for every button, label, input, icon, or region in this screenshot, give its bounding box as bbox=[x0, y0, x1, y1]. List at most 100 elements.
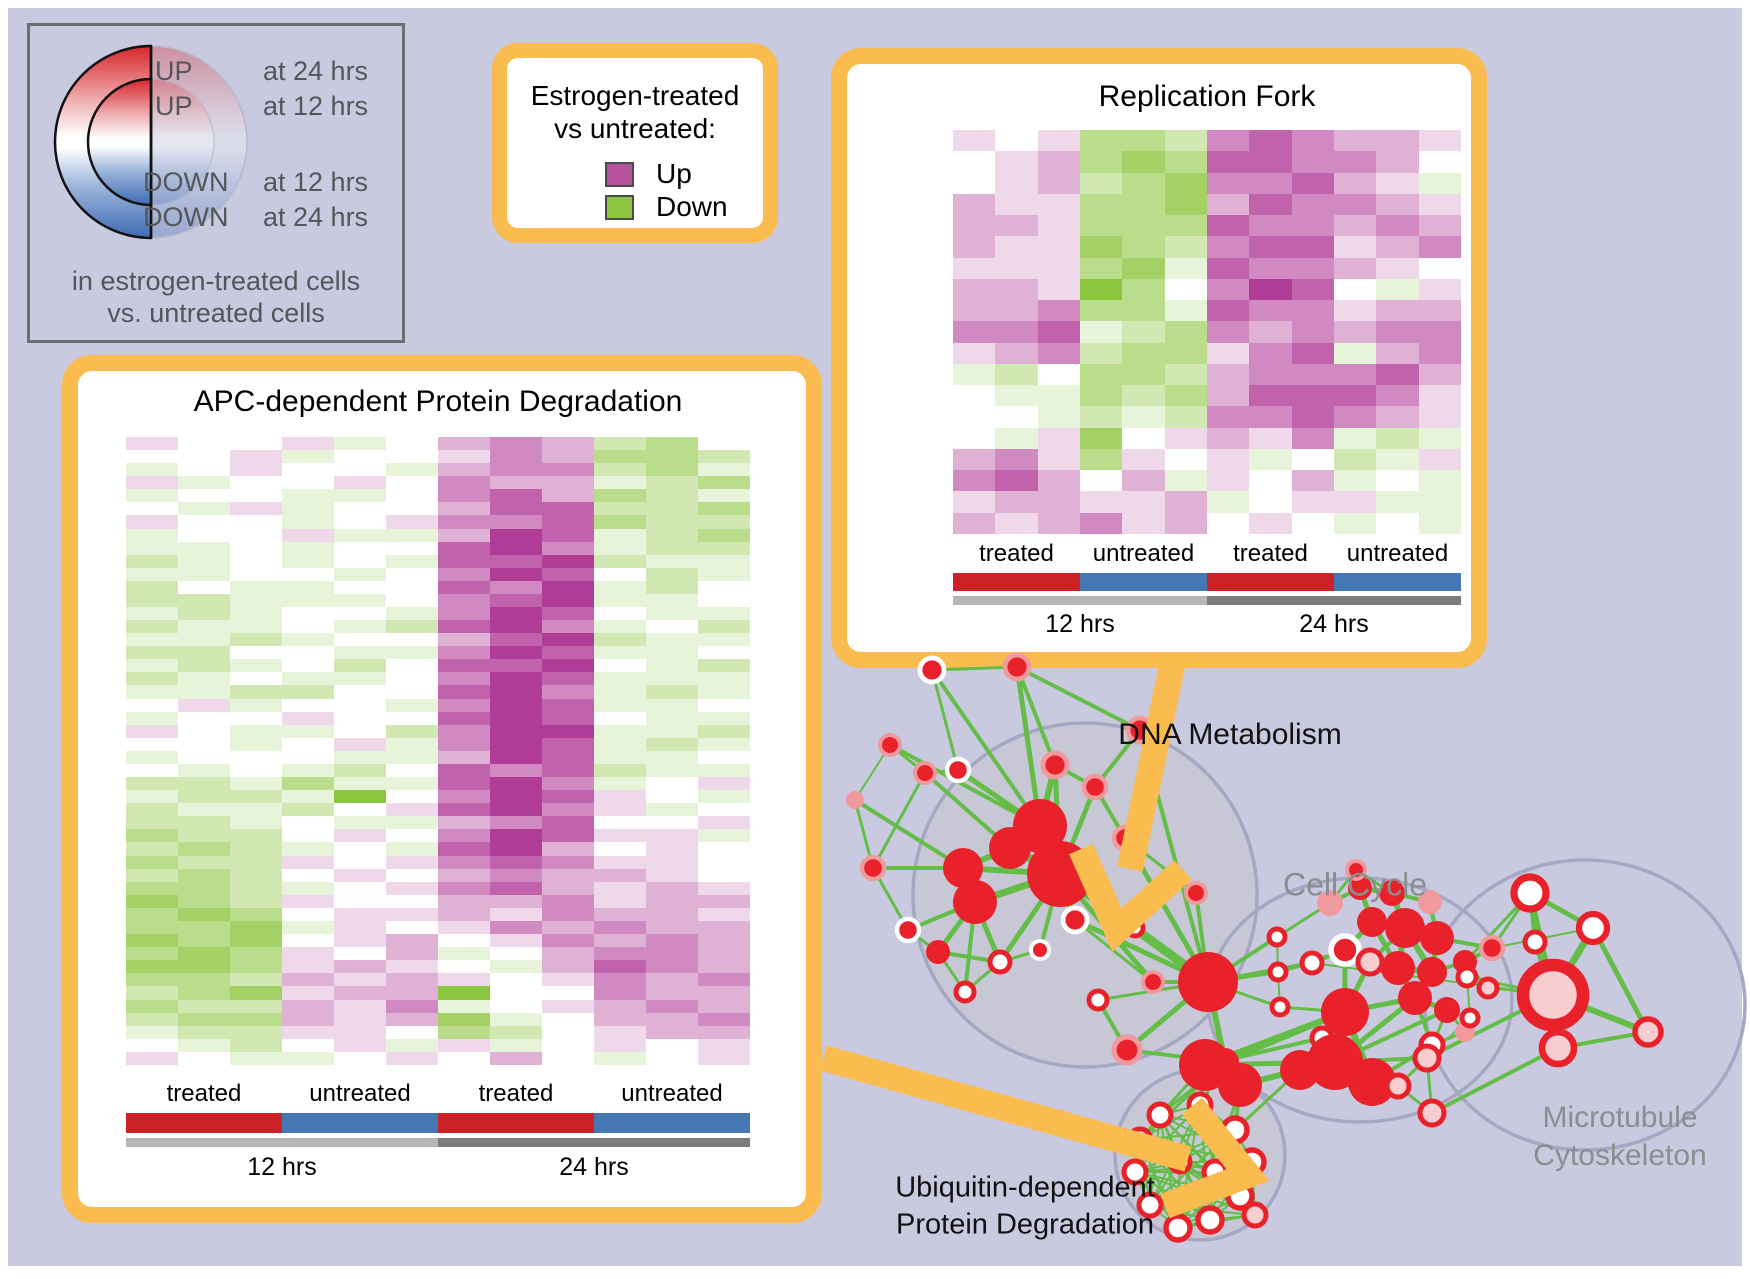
heatmap-cell bbox=[490, 894, 542, 908]
heatmap-cell bbox=[178, 685, 230, 699]
heatmap-cell bbox=[126, 803, 178, 817]
heatmap-cell bbox=[698, 790, 750, 804]
heatmap-cell bbox=[178, 450, 230, 464]
heatmap-cell bbox=[178, 476, 230, 490]
down-label: Down bbox=[656, 191, 728, 222]
heatmap-cell bbox=[542, 593, 594, 608]
heatmap-cell bbox=[438, 515, 490, 529]
heatmap-cell bbox=[334, 973, 386, 987]
heatmap-cell bbox=[1206, 321, 1250, 343]
heatmap-cell bbox=[334, 750, 386, 764]
annotation-arrows bbox=[819, 663, 1270, 1219]
network-node bbox=[1321, 988, 1369, 1036]
heatmap-cell bbox=[1122, 448, 1165, 471]
heatmap-cell bbox=[386, 894, 438, 908]
heatmap-cell bbox=[178, 515, 230, 529]
untreated-bar bbox=[282, 1113, 438, 1133]
heatmap-cell bbox=[542, 737, 594, 751]
network-node bbox=[1040, 750, 1070, 780]
network-edge bbox=[930, 669, 960, 771]
network-node bbox=[1381, 951, 1415, 985]
network-node bbox=[1348, 876, 1372, 900]
heatmap-cell bbox=[386, 960, 438, 974]
hrs12-bar bbox=[126, 1138, 438, 1147]
network-node bbox=[987, 949, 1013, 975]
heatmap-cell bbox=[646, 685, 698, 699]
network-node bbox=[878, 733, 902, 757]
heatmap-cell bbox=[1291, 300, 1334, 322]
heatmap-cell bbox=[438, 947, 490, 961]
heatmap-cell bbox=[438, 437, 490, 451]
heatmap-cell bbox=[1291, 512, 1334, 534]
heatmap-cell bbox=[594, 829, 646, 843]
heatmap-cell bbox=[995, 172, 1038, 194]
heatmap-cell bbox=[386, 528, 438, 542]
heatmap-cell bbox=[1206, 278, 1250, 301]
heatmap-cell bbox=[386, 999, 438, 1013]
heatmap-cell bbox=[1206, 448, 1250, 471]
heatmap-cell bbox=[334, 999, 386, 1013]
network-node bbox=[1412, 1043, 1442, 1073]
scale-direction: DOWN bbox=[143, 167, 229, 197]
heatmap-cell bbox=[646, 633, 698, 647]
heatmap-cell bbox=[646, 711, 698, 725]
heatmap-cell bbox=[386, 1025, 438, 1039]
heatmap-cell bbox=[594, 685, 646, 699]
heatmap-cell bbox=[178, 489, 230, 503]
heatmap-cell bbox=[1291, 342, 1334, 364]
heatmap-cell bbox=[178, 698, 230, 712]
heatmap-cell bbox=[490, 934, 542, 948]
heatmap-cell bbox=[1164, 236, 1207, 258]
up-label: Up bbox=[656, 158, 692, 189]
heatmap-cell bbox=[1164, 470, 1207, 492]
network-node bbox=[1459, 1007, 1481, 1029]
heatmap-cell bbox=[178, 842, 230, 856]
heatmap-cell bbox=[1376, 215, 1419, 237]
network-node bbox=[1420, 921, 1454, 955]
heatmap-cell bbox=[1037, 363, 1080, 386]
heatmap-cell bbox=[1333, 193, 1377, 216]
network-node bbox=[1632, 1016, 1664, 1048]
heatmap-cell bbox=[282, 463, 334, 477]
network-edge bbox=[930, 668, 1042, 828]
group-label: treated bbox=[979, 540, 1054, 567]
heatmap-cell bbox=[698, 816, 750, 830]
heatmap-cell bbox=[542, 502, 594, 516]
heatmap-cell bbox=[282, 437, 334, 451]
hrs24-bar bbox=[438, 1138, 750, 1147]
heatmap-cell bbox=[542, 999, 594, 1013]
heatmap-cell bbox=[646, 554, 698, 568]
heatmap-cell bbox=[334, 1025, 386, 1039]
heatmap-cell bbox=[698, 685, 750, 699]
heatmap-cell bbox=[1291, 257, 1334, 279]
heatmap-cell bbox=[178, 973, 230, 987]
heatmap-cell bbox=[230, 855, 282, 869]
heatmap-cell bbox=[438, 1012, 490, 1026]
group-label: untreated bbox=[1346, 540, 1449, 567]
heatmap-cell bbox=[594, 868, 646, 882]
heatmap-cell bbox=[542, 528, 594, 542]
heatmap-cell bbox=[1122, 172, 1165, 194]
heatmap-cell bbox=[1249, 172, 1292, 194]
heatmap-cell bbox=[698, 633, 750, 647]
heatmap-cell bbox=[490, 803, 542, 817]
heatmap-cell bbox=[1291, 151, 1334, 173]
heatmap-cell bbox=[1418, 321, 1461, 343]
apc-heatmap-panel: APC-dependent Protein Degradation treate… bbox=[62, 355, 822, 1223]
cluster-label: Cytoskeleton bbox=[1533, 1139, 1707, 1172]
heatmap-cell bbox=[1079, 257, 1123, 279]
heatmap-cell bbox=[698, 659, 750, 673]
scale-time: at 12 hrs bbox=[263, 91, 369, 121]
heatmap-cell bbox=[334, 763, 386, 778]
heatmap-cell bbox=[230, 450, 282, 464]
heatmap-cell bbox=[1249, 512, 1292, 534]
heatmap-cell bbox=[438, 1038, 490, 1052]
heatmap-cell bbox=[386, 620, 438, 634]
heatmap-cell bbox=[594, 750, 646, 764]
heatmap-cell bbox=[995, 342, 1038, 364]
heatmap-cell bbox=[594, 450, 646, 464]
heatmap-cell bbox=[542, 1025, 594, 1039]
heatmap-cell bbox=[995, 385, 1038, 407]
heatmap-cell bbox=[646, 777, 698, 791]
network-edge bbox=[853, 798, 965, 870]
